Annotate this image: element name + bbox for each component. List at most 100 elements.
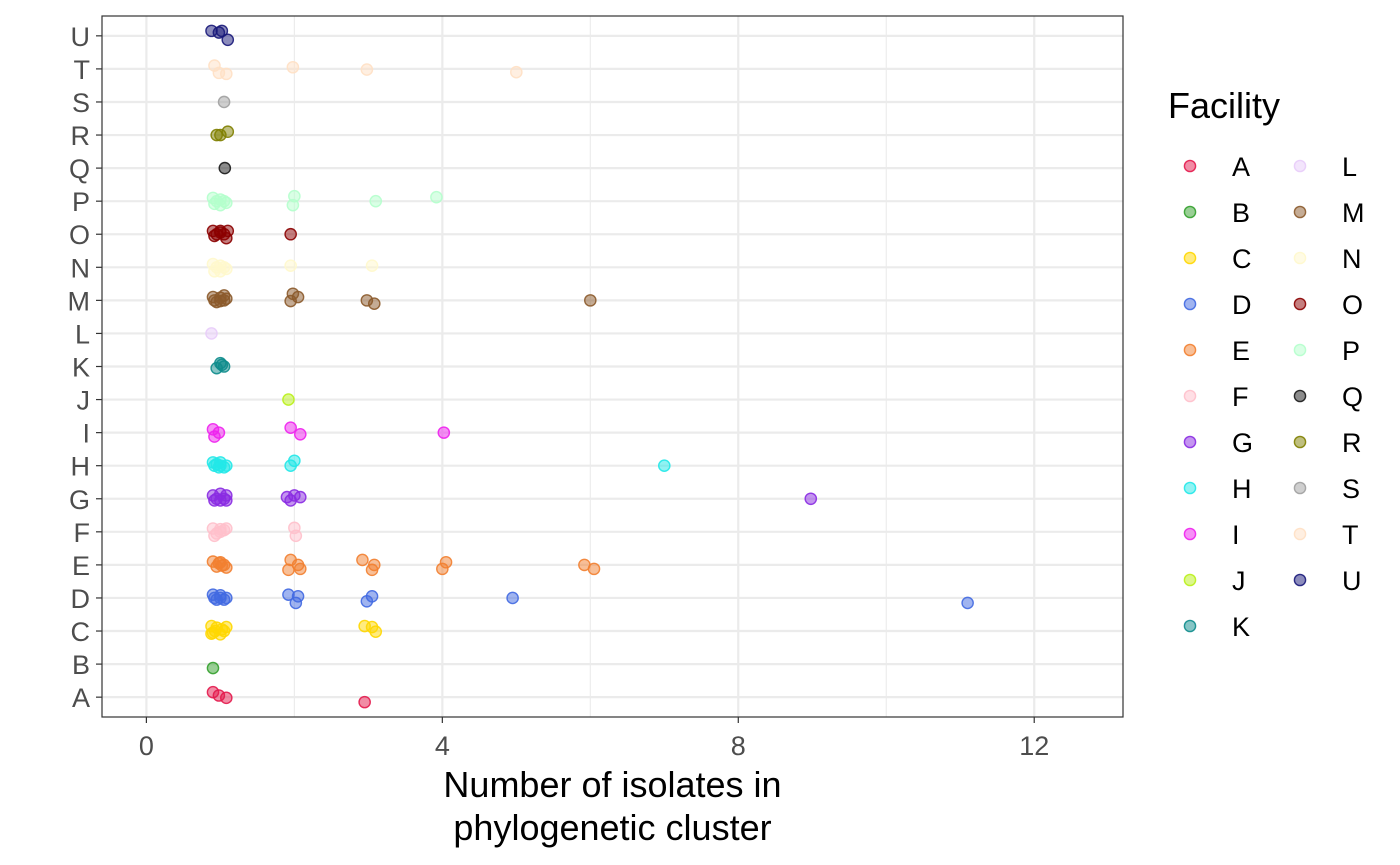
legend-key [1293, 297, 1307, 311]
legend-label: B [1232, 198, 1250, 228]
legend-key [1183, 159, 1197, 173]
legend-key [1293, 573, 1307, 587]
legend-label: C [1232, 244, 1252, 274]
legend-label: I [1232, 520, 1240, 550]
legend-key [1183, 481, 1197, 495]
legend-title: Facility [1168, 85, 1280, 126]
data-point [282, 563, 295, 577]
y-tick-label: M [68, 286, 91, 316]
data-points [205, 24, 974, 709]
legend-key [1293, 159, 1307, 173]
x-tick-label: 0 [139, 731, 154, 761]
data-point [208, 591, 221, 605]
legend-key [1183, 435, 1197, 449]
y-tick-label: T [74, 55, 91, 85]
data-point [961, 596, 974, 610]
data-point [587, 562, 601, 576]
data-point [214, 264, 227, 278]
data-point [286, 198, 300, 212]
data-point [289, 596, 303, 610]
legend-key [1293, 343, 1307, 357]
y-tick-label: C [71, 617, 91, 647]
y-tick-label: U [71, 22, 91, 52]
y-tick-label: Q [69, 154, 90, 184]
data-point [217, 95, 231, 109]
data-point [205, 327, 218, 340]
legend-label: U [1342, 566, 1362, 596]
legend-key [1183, 573, 1197, 587]
data-point [430, 190, 443, 204]
data-point [284, 421, 297, 434]
data-point [214, 459, 227, 472]
y-tick-label: G [69, 485, 90, 515]
legend-key [1293, 527, 1307, 541]
data-point [436, 562, 449, 576]
data-point [284, 259, 297, 272]
data-point [293, 427, 307, 441]
y-tick-label: L [75, 319, 90, 349]
legend-key [1183, 343, 1197, 357]
data-point [221, 33, 235, 47]
legend-label: D [1232, 290, 1252, 320]
legend-key [1293, 435, 1307, 449]
legend-key [1293, 205, 1307, 219]
x-tick-label: 8 [731, 731, 746, 761]
x-tick-label: 12 [1019, 731, 1049, 761]
data-point [369, 625, 383, 638]
data-point [437, 426, 451, 439]
data-point [215, 358, 229, 372]
grid-lines [102, 16, 1123, 717]
y-tick-label: H [71, 452, 91, 482]
data-point [358, 695, 371, 709]
legend-label: E [1232, 336, 1250, 366]
legend-label: L [1342, 152, 1357, 182]
y-tick-label: A [72, 683, 90, 713]
data-point [214, 525, 227, 539]
data-point [208, 430, 221, 443]
data-point [206, 661, 220, 675]
data-point [221, 125, 235, 139]
y-tick-label: I [82, 419, 90, 449]
legend-key [1183, 619, 1197, 633]
data-point [205, 627, 218, 640]
data-point [284, 227, 297, 241]
x-axis-title: Number of isolates in phylogenetic cluste… [443, 764, 781, 848]
data-point [360, 63, 374, 76]
legend-key [1183, 205, 1197, 219]
legend-label: J [1232, 566, 1246, 596]
y-tick-label: F [74, 518, 91, 548]
y-tick-label: J [77, 386, 91, 416]
legend-key [1183, 389, 1197, 403]
legend-label: R [1342, 428, 1362, 458]
legend-label: H [1232, 474, 1252, 504]
data-point [291, 290, 305, 304]
legend-label: N [1342, 244, 1362, 274]
data-point [217, 289, 231, 302]
data-point [282, 393, 295, 406]
y-tick-label: E [72, 551, 90, 581]
data-point [510, 65, 523, 79]
x-axis-ticks: 0 4 8 12 [139, 717, 1049, 761]
legend-label: T [1342, 520, 1359, 550]
data-point [286, 60, 300, 74]
data-point [365, 563, 379, 577]
data-point [369, 194, 383, 208]
legend-label: M [1342, 198, 1365, 228]
data-point [293, 490, 307, 504]
legend-label: P [1342, 336, 1360, 366]
data-point [365, 259, 379, 272]
data-point [219, 494, 233, 507]
data-point [219, 691, 233, 705]
data-point [214, 198, 227, 212]
y-tick-label: D [71, 584, 91, 614]
legend-key [1183, 527, 1197, 541]
data-point [219, 591, 233, 605]
data-point [356, 553, 369, 567]
data-point [367, 297, 381, 310]
legend-key [1183, 251, 1197, 265]
legend-key [1293, 251, 1307, 265]
legend-label: A [1232, 152, 1250, 182]
